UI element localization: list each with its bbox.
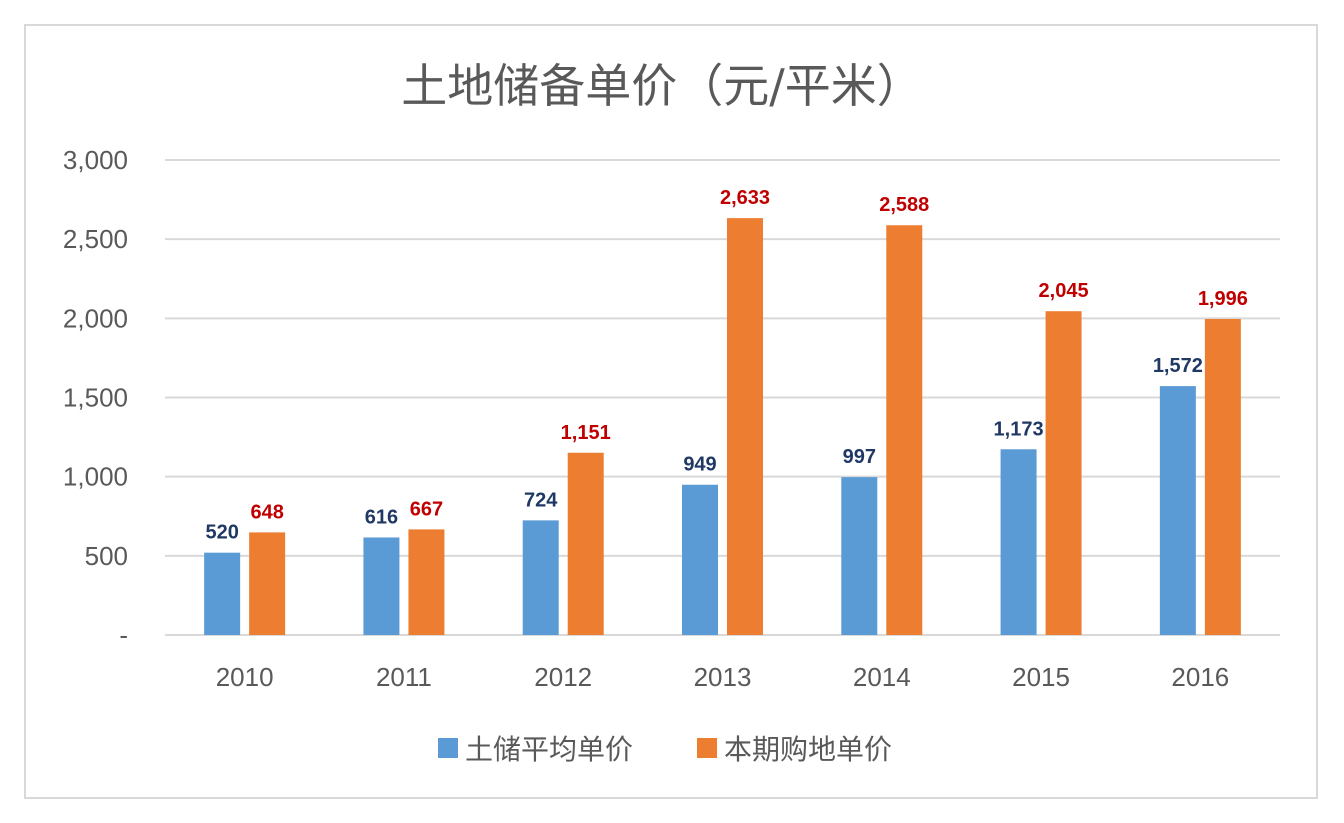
data-label: 1,996 [1198,288,1248,310]
data-label: 2,588 [879,194,929,216]
bar [249,532,286,635]
data-label: 520 [205,522,238,544]
bar [1045,311,1082,635]
data-label: 997 [843,446,876,468]
bar [1204,318,1241,635]
data-label: 616 [365,506,398,528]
y-tick-label: 1,000 [63,462,128,492]
bar [682,484,718,635]
y-axis-ticks: - 500 1,000 1,500 2,000 2,500 3,000 [63,145,128,650]
data-label: 1,151 [561,422,611,444]
bar [408,529,445,635]
data-label: 1,173 [994,418,1044,440]
bar [727,218,763,635]
data-label: 1,572 [1153,355,1203,377]
bar [1159,386,1196,635]
x-tick-label: 2014 [853,662,911,692]
y-tick-label: 1,500 [63,383,128,413]
x-tick-label: 2011 [376,662,432,692]
x-tick-label: 2013 [694,662,752,692]
bar [204,552,241,635]
legend-label: 土储平均单价 [465,733,633,766]
bar [841,477,878,635]
data-label: 2,045 [1039,280,1089,302]
y-tick-label: 2,000 [63,303,128,333]
data-label: 949 [683,454,716,476]
chart-title: 土地储备单价（元/平米） [401,59,923,113]
y-tick-label: - [119,620,128,650]
data-label: 648 [250,501,283,523]
bar [363,537,400,635]
legend-label: 本期购地单价 [724,733,892,766]
data-label: 2,633 [720,187,770,209]
bars [204,218,1241,635]
x-tick-label: 2010 [216,662,274,692]
data-labels: 520 648 616 667 724 1,151 949 2,633 997 2,588 1,17… [205,187,1247,544]
bar [567,452,604,635]
data-label: 724 [524,489,558,511]
y-tick-label: 3,000 [63,145,128,175]
chart-frame [24,24,1318,799]
x-tick-label: 2016 [1171,662,1229,692]
x-tick-label: 2015 [1012,662,1070,692]
gridlines [165,159,1280,636]
bar [522,520,559,635]
legend-swatch [697,738,717,758]
x-tick-label: 2012 [534,662,592,692]
y-tick-label: 2,500 [63,224,128,254]
x-axis-ticks: 2010 2011 2012 2013 2014 2015 2016 [216,662,1230,692]
legend: 土储平均单价 本期购地单价 [438,733,892,766]
bar [1000,449,1037,635]
data-label: 667 [410,498,443,520]
y-tick-label: 500 [85,541,128,571]
bar [886,225,923,635]
legend-swatch [438,738,458,758]
